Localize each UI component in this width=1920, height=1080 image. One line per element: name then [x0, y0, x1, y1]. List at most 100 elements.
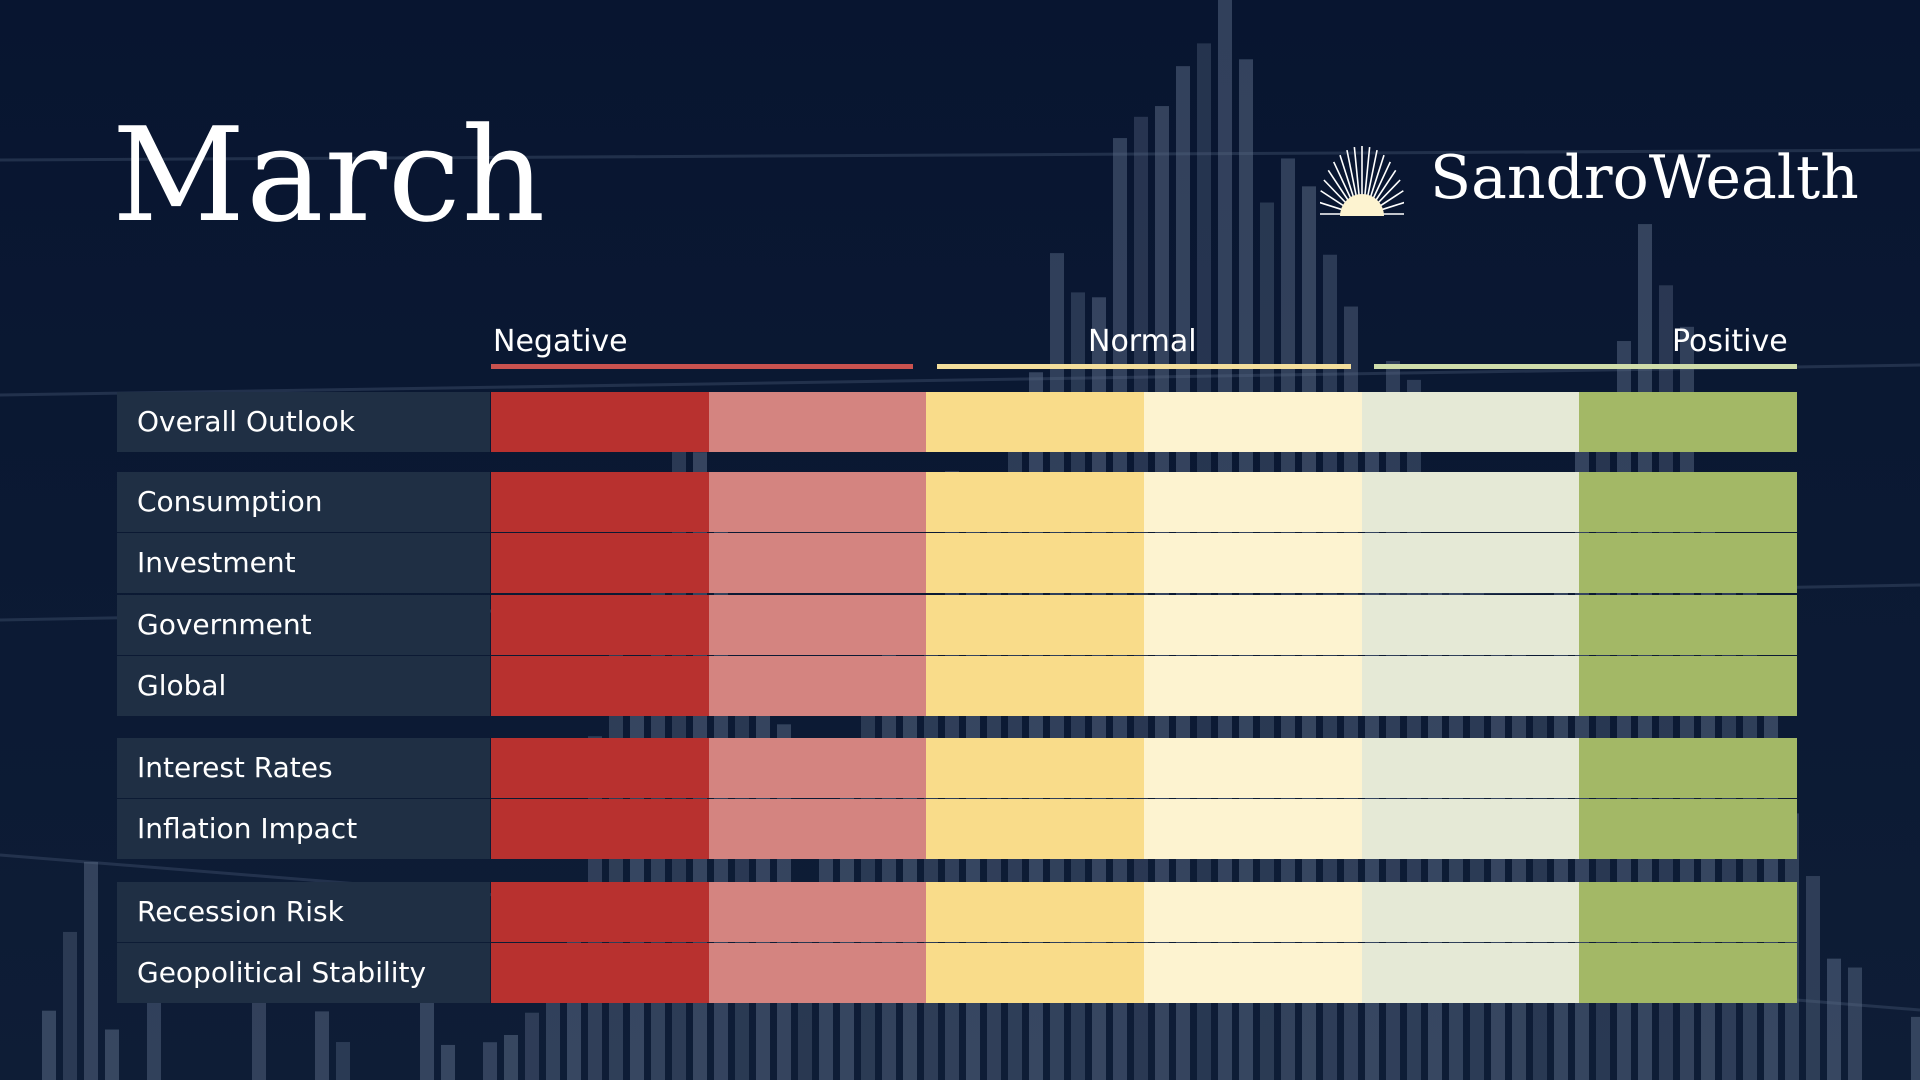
background-candle: [252, 992, 266, 1080]
scale-cell-3: [926, 738, 1145, 798]
indicator-label: Recession Risk: [117, 882, 490, 942]
scale-cells: [491, 943, 1798, 1004]
scale-cell-6: [1579, 738, 1798, 798]
scale-cell-3: [926, 392, 1145, 452]
scale-cell-1: [491, 655, 709, 716]
logo-sun: [1340, 194, 1384, 216]
scale-cells: [491, 799, 1798, 860]
logo-ray: [1368, 154, 1385, 203]
logo-ray: [1346, 149, 1358, 202]
scale-line-positive: [1374, 364, 1797, 369]
background-candle: [1848, 967, 1862, 1080]
scale-line-normal: [937, 364, 1351, 369]
background-candle: [1827, 958, 1841, 1080]
scale-cell-5: [1361, 392, 1580, 452]
scale-cell-6: [1579, 943, 1798, 1004]
scale-cell-1: [491, 738, 709, 798]
scale-cell-4: [1144, 882, 1362, 942]
scale-cell-3: [926, 655, 1145, 716]
scale-cell-6: [1579, 594, 1798, 655]
logo-ray: [1327, 169, 1352, 206]
scale-cell-2: [708, 738, 927, 798]
indicator-label: Investment: [117, 533, 490, 594]
background-candle: [525, 1012, 539, 1080]
background-candle: [441, 1044, 455, 1080]
background-candle: [504, 1034, 518, 1080]
background-candle: [42, 1010, 56, 1080]
scale-cell-3: [926, 799, 1145, 860]
scale-cell-2: [708, 472, 927, 532]
scale-label-negative: Negative: [493, 324, 628, 359]
background-gridline: [0, 148, 1920, 162]
scale-cell-2: [708, 655, 927, 716]
scale-cell-6: [1579, 799, 1798, 860]
background-candle: [336, 1042, 350, 1080]
indicator-label: Consumption: [117, 472, 490, 532]
background-candle: [315, 1011, 329, 1080]
scale-cell-2: [708, 392, 927, 452]
scale-cell-3: [926, 882, 1145, 942]
scale-cell-4: [1144, 594, 1362, 655]
scale-cell-6: [1579, 533, 1798, 594]
background-candle: [1806, 876, 1820, 1080]
indicator-row: Geopolitical Stability: [117, 943, 1798, 1004]
logo-ray: [1353, 146, 1361, 201]
scale-cell-2: [708, 799, 927, 860]
scale-line-negative: [491, 364, 913, 369]
scale-cell-1: [491, 533, 709, 594]
scale-cell-2: [708, 594, 927, 655]
scale-cells: [491, 392, 1798, 452]
scale-cell-6: [1579, 472, 1798, 532]
scale-cell-5: [1361, 655, 1580, 716]
indicator-row: Interest Rates: [117, 738, 1798, 798]
indicator-row: Recession Risk: [117, 882, 1798, 942]
indicator-row: Investment: [117, 533, 1798, 594]
scale-cell-3: [926, 943, 1145, 1004]
scale-cell-5: [1361, 533, 1580, 594]
brand-logo: SandroWealth: [1320, 138, 1859, 218]
scale-cell-1: [491, 799, 709, 860]
indicator-label: Overall Outlook: [117, 392, 490, 452]
scale-cell-5: [1361, 882, 1580, 942]
logo-ray: [1339, 154, 1356, 203]
scale-cell-3: [926, 594, 1145, 655]
indicator-label: Interest Rates: [117, 738, 490, 798]
scale-cell-5: [1361, 738, 1580, 798]
scale-cell-5: [1361, 594, 1580, 655]
scale-cell-1: [491, 594, 709, 655]
logo-ray: [1366, 149, 1378, 202]
logo-ray: [1370, 161, 1392, 204]
scale-cell-2: [708, 943, 927, 1004]
scale-cell-4: [1144, 655, 1362, 716]
background-candle: [147, 991, 161, 1080]
scale-cells: [491, 882, 1798, 942]
indicator-row: Overall Outlook: [117, 392, 1798, 452]
indicator-label: Global: [117, 655, 490, 716]
scale-cell-6: [1579, 392, 1798, 452]
sunrise-rays-icon: [1320, 146, 1404, 216]
scale-cell-6: [1579, 882, 1798, 942]
scale-cells: [491, 472, 1798, 532]
indicator-label: Government: [117, 594, 490, 655]
background-candle: [1911, 1016, 1920, 1080]
logo-ray: [1332, 161, 1354, 204]
scale-cell-4: [1144, 738, 1362, 798]
background-candle: [420, 994, 434, 1080]
scale-cells: [491, 533, 1798, 594]
background-candle: [63, 931, 77, 1080]
scale-cell-5: [1361, 799, 1580, 860]
scale-cell-3: [926, 472, 1145, 532]
indicator-row: Inflation Impact: [117, 799, 1798, 860]
background-candle: [630, 675, 644, 1080]
scale-cell-3: [926, 533, 1145, 594]
background-candle: [483, 1042, 497, 1080]
scale-label-normal: Normal: [1088, 324, 1197, 359]
scale-cell-4: [1144, 533, 1362, 594]
indicator-row: Government: [117, 594, 1798, 655]
background-gridline: [0, 363, 1920, 397]
indicator-row: Consumption: [117, 472, 1798, 532]
scale-cell-1: [491, 472, 709, 532]
indicator-label: Inflation Impact: [117, 799, 490, 860]
scale-cell-5: [1361, 943, 1580, 1004]
scale-cell-4: [1144, 472, 1362, 532]
